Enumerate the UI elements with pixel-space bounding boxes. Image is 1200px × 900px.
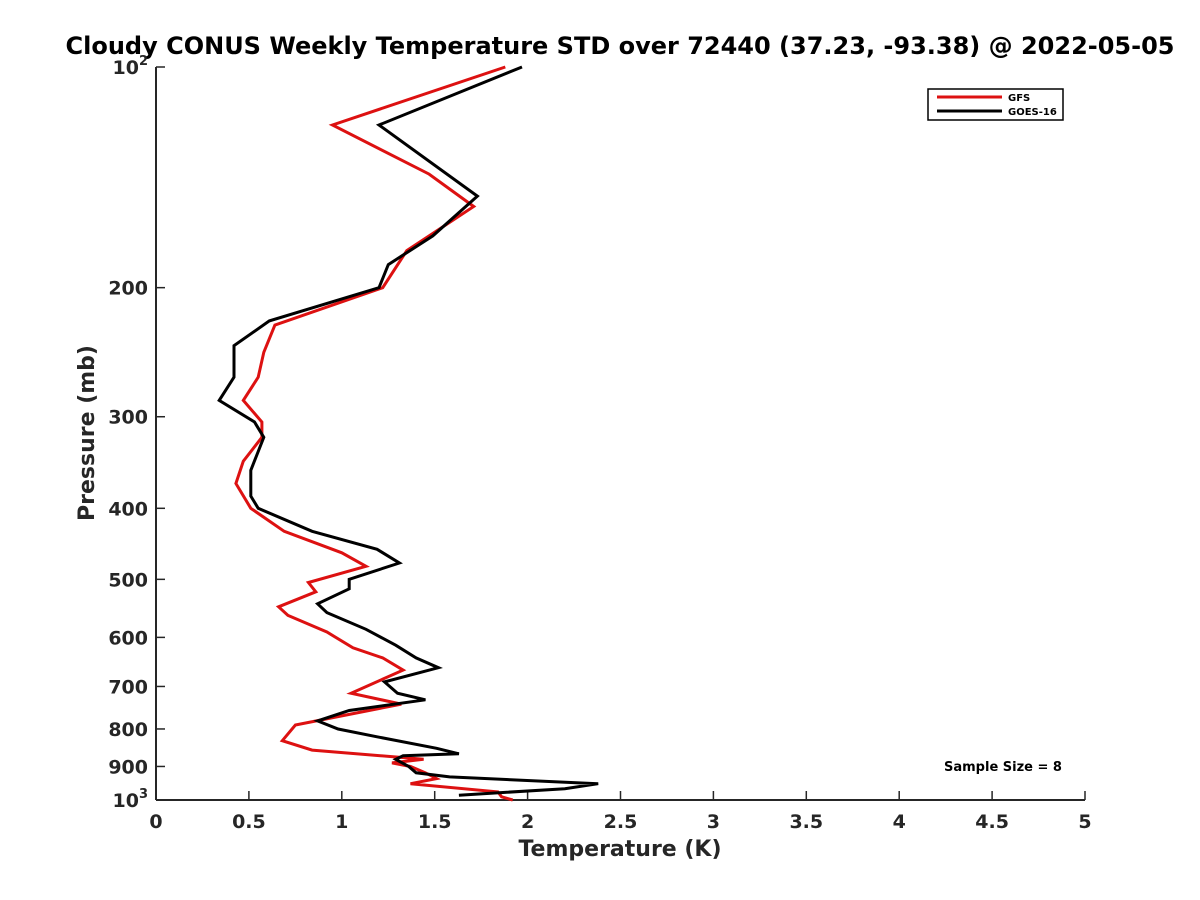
- series-line-gfs: [234, 65, 514, 802]
- x-tick-label: 4.5: [975, 811, 1009, 833]
- y-tick-label: 102: [113, 54, 149, 79]
- series-line-goes16: [217, 65, 599, 797]
- sample-size-annotation: Sample Size = 8: [944, 760, 1062, 775]
- y-tick-label: 200: [108, 278, 148, 300]
- x-tick-label: 3.5: [789, 811, 823, 833]
- x-tick-label: 1: [335, 811, 348, 833]
- x-tick-label: 3: [707, 811, 720, 833]
- chart-title: Cloudy CONUS Weekly Temperature STD over…: [66, 32, 1175, 60]
- y-axis-ticks: 102 200 300 400 500 600 700 800 900 103: [108, 54, 165, 812]
- x-tick-label: 2: [521, 811, 534, 833]
- plot-area: [155, 67, 1085, 801]
- x-tick-label: 4: [893, 811, 906, 833]
- y-tick-label: 900: [108, 756, 148, 778]
- y-tick-label: 700: [108, 676, 148, 698]
- y-tick-label: 500: [108, 569, 148, 591]
- y-tick-label: 600: [108, 627, 148, 649]
- y-tick-label: 400: [108, 498, 148, 520]
- x-tick-label: 1.5: [418, 811, 452, 833]
- legend-box: [927, 88, 1064, 121]
- y-tick-label: 800: [108, 719, 148, 741]
- legend-label-goes16: GOES-16: [1008, 107, 1057, 118]
- legend-label-gfs: GFS: [1008, 93, 1030, 104]
- series-layer: [217, 65, 599, 802]
- x-axis-ticks: 0 0.5 1 1.5 2 2.5 3 3.5 4 4.5 5: [149, 791, 1092, 833]
- x-tick-label: 0: [149, 811, 162, 833]
- legend: GFS GOES-16: [927, 88, 1064, 121]
- x-tick-label: 2.5: [604, 811, 638, 833]
- x-tick-label: 0.5: [232, 811, 266, 833]
- y-tick-label: 103: [113, 787, 149, 812]
- x-tick-label: 5: [1078, 811, 1091, 833]
- y-axis-label: Pressure (mb): [75, 345, 100, 521]
- y-tick-label: 300: [108, 407, 148, 429]
- x-axis-label: Temperature (K): [518, 837, 721, 862]
